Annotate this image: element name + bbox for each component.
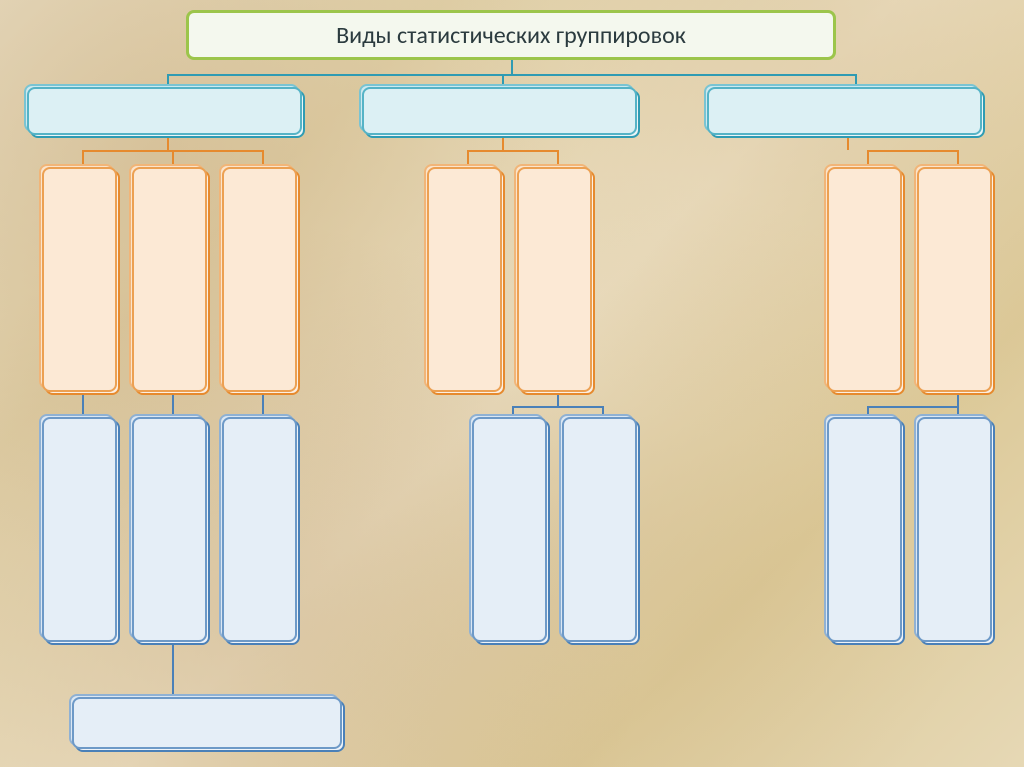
level3-node: По атрибутивным признакам <box>830 170 905 395</box>
root-node: Виды статистических группировок <box>186 10 836 60</box>
level4-node: Структурная <box>135 420 210 645</box>
connector <box>957 395 959 406</box>
level4-node: Комбинационная <box>475 420 550 645</box>
connector <box>867 150 957 152</box>
connector <box>467 150 557 152</box>
level3-node: Сложные <box>520 170 595 395</box>
level3-label: Сложные <box>549 252 566 313</box>
connector <box>172 645 174 700</box>
level4-node: Типологическая <box>45 420 120 645</box>
connector <box>847 138 849 150</box>
level3-node: Анализ структуры явления и структурных с… <box>135 170 210 395</box>
level4-node: Многомерная <box>565 420 640 645</box>
level4-label: Типологическая <box>74 484 90 581</box>
level3-node: Выявление связей и зависимостей между от… <box>225 170 300 395</box>
level4-label: Аналитическая <box>254 487 270 579</box>
footer-node: По методам организации группировки <box>75 700 345 752</box>
level4-node: Групповая <box>830 420 905 645</box>
level4-label: Комбинационная <box>504 479 520 586</box>
level3-node: По количественным признакам <box>920 170 995 395</box>
root-label: Виды статистических группировок <box>336 21 686 50</box>
level3-label: Анализ структуры явления и структурных с… <box>156 178 188 387</box>
connector <box>511 60 513 74</box>
level4-label: Интервальная <box>949 489 965 575</box>
level4-label: Многомерная <box>594 490 610 576</box>
connector <box>167 138 169 150</box>
level3-label: Выявление связей и зависимостей между от… <box>246 178 278 387</box>
connector <box>867 406 957 408</box>
connector <box>557 395 559 406</box>
level3-label: Изучение социально-экономических типов я… <box>66 178 98 387</box>
level4-label: Структурная <box>164 495 180 570</box>
connector <box>512 406 602 408</box>
level2-node: По используемой информации <box>710 90 985 138</box>
level3-node: Изучение социально-экономических типов я… <box>45 170 120 395</box>
level2-label: По числу группировочных признаков <box>377 95 628 133</box>
level2-node: По задачам систематизации данных <box>30 90 305 138</box>
level2-label: По используемой информации <box>742 104 953 123</box>
level4-node: Аналитическая <box>225 420 300 645</box>
level3-node: Простые <box>430 170 505 395</box>
level2-node: По числу группировочных признаков <box>365 90 640 138</box>
level4-node: Интервальная <box>920 420 995 645</box>
level3-label: Простые <box>459 255 476 311</box>
connector <box>167 74 855 76</box>
level4-label: Групповая <box>859 501 875 564</box>
level3-label: По количественным признакам <box>949 179 966 386</box>
footer-label: По методам организации группировки <box>87 707 333 745</box>
connector <box>502 138 504 150</box>
level2-label: По задачам систематизации данных <box>44 104 291 123</box>
level3-label: По атрибутивным признакам <box>859 187 876 379</box>
